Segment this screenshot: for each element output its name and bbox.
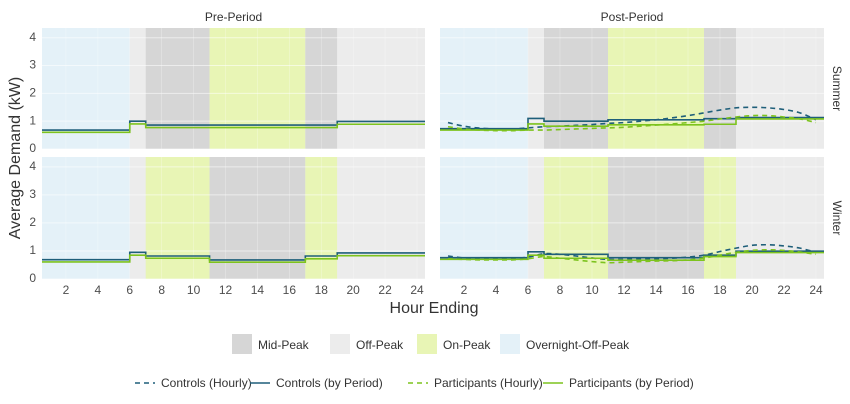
x-tick-label: 12	[219, 283, 233, 297]
x-tick-label: 8	[158, 283, 165, 297]
x-tick-label: 24	[809, 283, 823, 297]
period-band-overnight-off-peak	[42, 28, 130, 149]
y-tick-label: 1	[29, 243, 36, 257]
legend-item-overnight-off-peak: Overnight-Off-Peak	[500, 334, 630, 354]
period-band-off-peak	[736, 28, 816, 149]
series-group	[42, 120, 425, 134]
legend-label: Participants (by Period)	[569, 376, 694, 390]
x-tick-label: 12	[617, 283, 631, 297]
legend-label: Overnight-Off-Peak	[526, 338, 630, 352]
legend-label: On-Peak	[443, 338, 491, 352]
legend-item-on-peak: On-Peak	[417, 334, 491, 354]
strip-label-post-period: Post-Period	[601, 10, 664, 24]
legend-label: Controls (by Period)	[276, 376, 383, 390]
period-band-on-peak	[145, 157, 210, 279]
legend: Mid-Peak Off-Peak On-Peak Overnight-Off-Pea…	[135, 334, 694, 390]
y-tick-label: 0	[29, 271, 36, 285]
series-group	[440, 243, 824, 264]
y-tick-label: 1	[29, 113, 36, 127]
legend-item-participants-hourly: Participants (Hourly)	[408, 376, 543, 390]
x-tick-label: 20	[745, 283, 759, 297]
period-band-mid-peak	[544, 28, 608, 149]
legend-item-controls-hourly: Controls (Hourly)	[135, 376, 252, 390]
x-tick-label: 6	[525, 283, 532, 297]
y-tick-label: 3	[29, 58, 36, 72]
period-band-off-peak	[337, 28, 418, 149]
period-band-mid-peak	[145, 28, 210, 149]
legend-swatch	[417, 334, 437, 354]
series-participants-by-period	[42, 254, 425, 263]
legend-swatch	[232, 334, 252, 354]
panels-layer	[42, 28, 824, 280]
x-tick-label: 6	[126, 283, 133, 297]
legend-swatch	[500, 334, 520, 354]
legend-item-participants-by-period: Participants (by Period)	[543, 376, 694, 390]
strip-label-summer: Summer	[830, 66, 844, 111]
x-tick-label: 24	[410, 283, 424, 297]
period-band-off-peak	[129, 157, 146, 279]
series-participants-hourly	[447, 114, 817, 132]
x-tick-label: 16	[283, 283, 297, 297]
legend-label: Off-Peak	[356, 338, 404, 352]
legend-swatch	[330, 334, 350, 354]
y-tick-label: 4	[29, 30, 36, 44]
series-controls-hourly	[447, 243, 817, 261]
x-tick-label: 10	[187, 283, 201, 297]
x-tick-label: 22	[777, 283, 791, 297]
x-tick-label: 4	[95, 283, 102, 297]
strip-label-winter: Winter	[830, 201, 844, 236]
series-participants-by-period	[440, 251, 824, 262]
period-band-overnight-off-peak	[42, 157, 130, 279]
period-band-mid-peak	[209, 157, 306, 279]
series-group	[42, 251, 425, 263]
series-participants-hourly	[447, 249, 817, 264]
y-tick-label: 2	[29, 86, 36, 100]
period-band-on-peak	[704, 157, 736, 279]
strip-label-pre-period: Pre-Period	[205, 10, 262, 24]
x-tick-label: 16	[681, 283, 695, 297]
period-band-off-peak	[736, 157, 816, 279]
panel-post-period-summer	[440, 28, 824, 150]
x-tick-label: 8	[557, 283, 564, 297]
series-group	[440, 106, 824, 132]
x-tick-label: 18	[713, 283, 727, 297]
y-axis-title: Average Demand (kW)	[7, 77, 24, 239]
x-tick-label: 14	[649, 283, 663, 297]
period-band-mid-peak	[704, 28, 736, 149]
x-tick-label: 4	[493, 283, 500, 297]
series-participants-by-period	[440, 118, 824, 131]
y-tick-label: 0	[29, 141, 36, 155]
period-band-off-peak	[337, 157, 418, 279]
legend-item-controls-by-period: Controls (by Period)	[250, 376, 383, 390]
legend-item-mid-peak: Mid-Peak	[232, 334, 310, 354]
axes-layer: Pre-Period Post-PeriodSummerWinter0123401…	[29, 10, 844, 297]
x-tick-label: 2	[461, 283, 468, 297]
period-band-mid-peak	[305, 28, 338, 149]
y-tick-label: 4	[29, 159, 36, 173]
x-tick-label: 18	[315, 283, 329, 297]
legend-item-off-peak: Off-Peak	[330, 334, 404, 354]
y-tick-label: 2	[29, 215, 36, 229]
x-tick-label: 20	[347, 283, 361, 297]
x-tick-label: 22	[378, 283, 392, 297]
panel-post-period-winter	[440, 157, 824, 280]
panel-pre-period-winter	[42, 157, 425, 280]
period-band-off-peak	[129, 28, 146, 149]
x-tick-label: 14	[251, 283, 265, 297]
legend-label: Participants (Hourly)	[434, 376, 543, 390]
legend-label: Controls (Hourly)	[161, 376, 252, 390]
x-axis-title: Hour Ending	[390, 300, 479, 317]
legend-label: Mid-Peak	[258, 338, 310, 352]
series-participants-by-period	[42, 123, 425, 134]
period-band-off-peak	[528, 157, 544, 279]
x-tick-label: 2	[63, 283, 70, 297]
y-tick-label: 3	[29, 187, 36, 201]
panel-pre-period-summer	[42, 28, 425, 150]
x-tick-label: 10	[585, 283, 599, 297]
period-band-on-peak	[209, 28, 306, 149]
period-band-on-peak	[608, 28, 704, 149]
